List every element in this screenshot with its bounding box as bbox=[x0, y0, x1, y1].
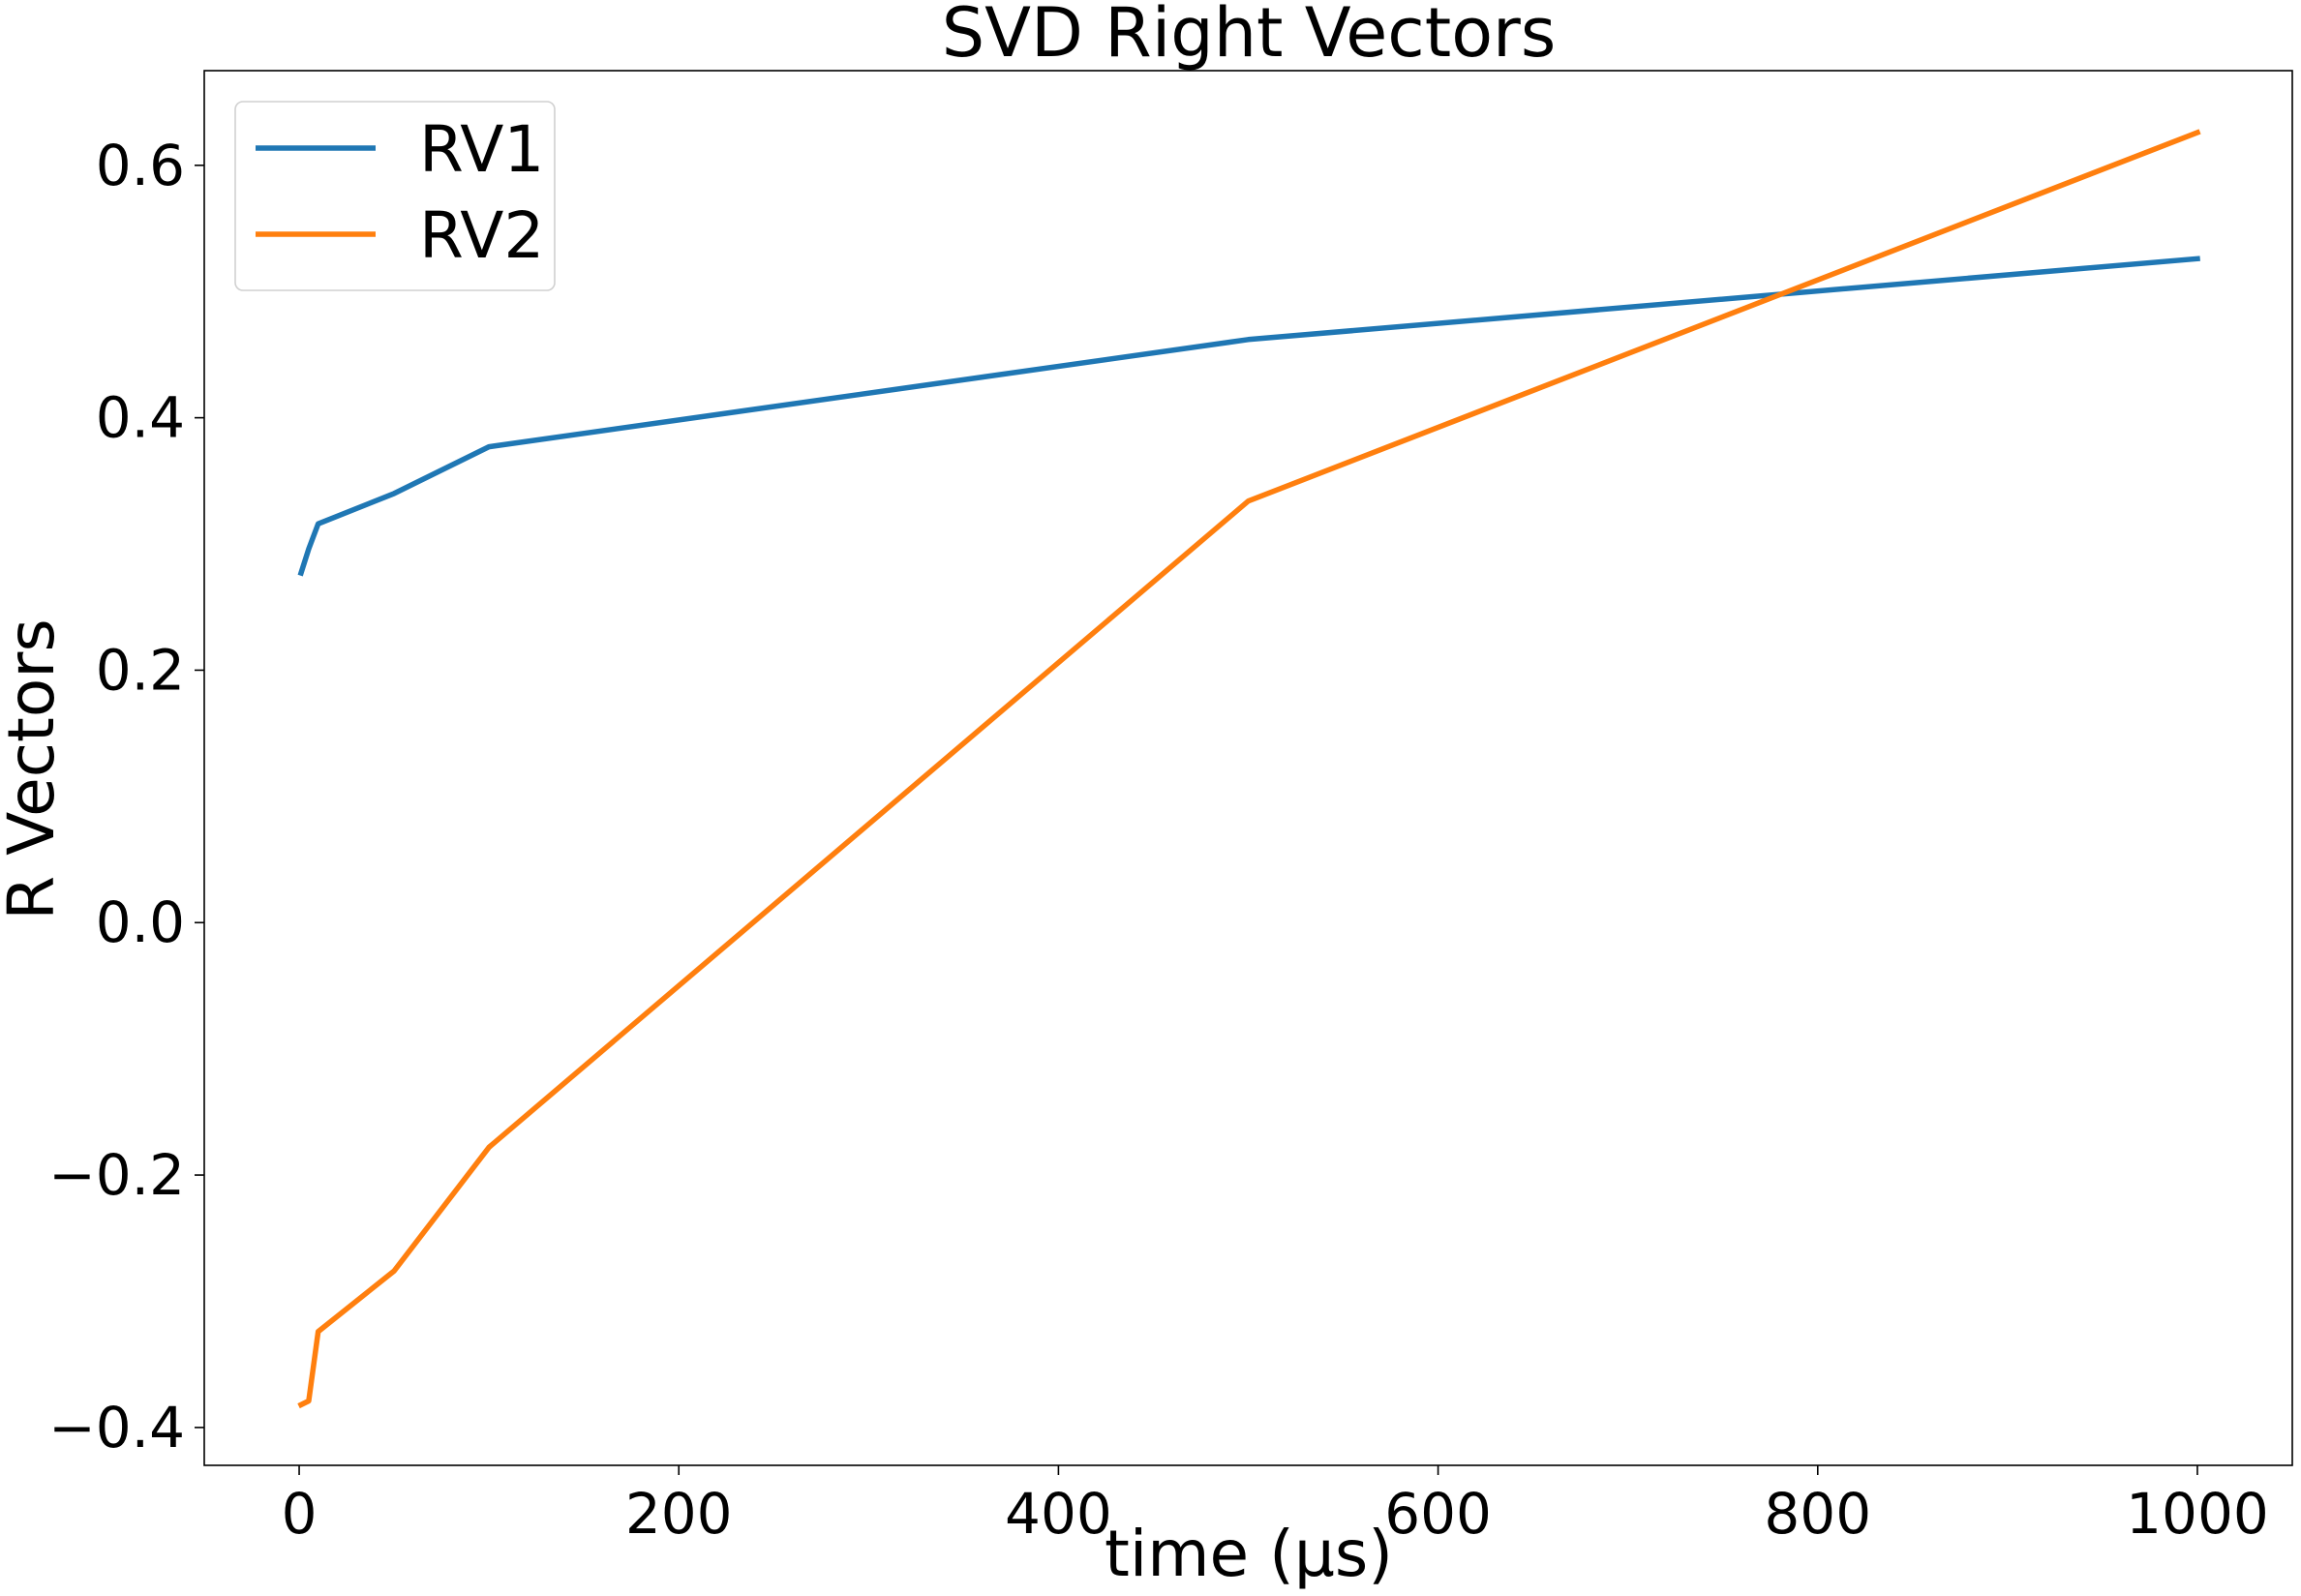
y-tick-label: 0.0 bbox=[96, 889, 185, 955]
plot-frame bbox=[203, 70, 2293, 1466]
ticks-layer: 0 200 400 600 800 1000 −0.4 −0.2 0.0 0.2 0.4 0.6 bbox=[48, 133, 2269, 1547]
series-line-rv1 bbox=[297, 256, 2200, 577]
y-tick-label: 0.2 bbox=[96, 637, 185, 703]
chart-title: SVD Right Vectors bbox=[942, 0, 1557, 73]
legend-label-rv2: RV2 bbox=[419, 198, 544, 273]
y-tick-label: 0.6 bbox=[96, 133, 185, 198]
series-line-rv2 bbox=[297, 129, 2201, 1409]
y-tick-label: −0.2 bbox=[48, 1142, 185, 1208]
legend-label-rv1: RV1 bbox=[419, 112, 544, 187]
x-tick-label: 800 bbox=[1764, 1481, 1871, 1547]
y-tick-label: −0.4 bbox=[48, 1395, 185, 1460]
y-tick-label: 0.4 bbox=[96, 385, 185, 451]
y-axis-title: R Vectors bbox=[0, 618, 69, 920]
x-axis-title: time (μs) bbox=[1105, 1517, 1393, 1591]
x-tick-label: 600 bbox=[1384, 1481, 1492, 1547]
x-tick-label: 0 bbox=[282, 1481, 318, 1547]
x-tick-label: 200 bbox=[625, 1481, 733, 1547]
x-tick-label: 1000 bbox=[2126, 1481, 2269, 1547]
series-layer bbox=[297, 129, 2201, 1409]
x-tick-label: 400 bbox=[1005, 1481, 1112, 1547]
plot-area bbox=[203, 70, 2293, 1466]
